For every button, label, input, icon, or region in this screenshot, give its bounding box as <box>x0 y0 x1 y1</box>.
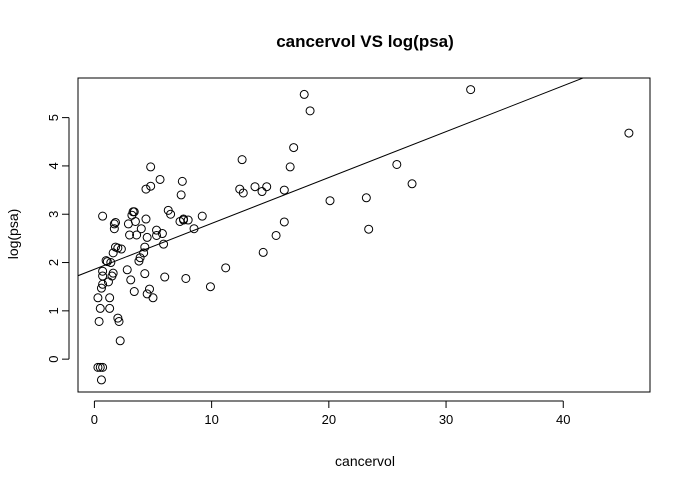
regression-line <box>78 78 585 277</box>
data-point <box>96 375 106 385</box>
data-point <box>305 106 315 116</box>
data-point <box>109 219 119 229</box>
data-point <box>279 185 289 195</box>
data-point <box>271 230 281 240</box>
data-point <box>98 362 108 372</box>
y-tick-label: 2 <box>46 259 61 266</box>
x-tick-label: 40 <box>556 412 570 427</box>
data-point <box>166 209 176 219</box>
data-point <box>257 187 267 197</box>
data-point <box>262 182 272 192</box>
data-point <box>221 263 231 273</box>
data-point <box>116 244 126 254</box>
data-point <box>108 268 118 278</box>
data-point <box>98 266 108 276</box>
data-point <box>102 257 112 267</box>
x-tick-label: 30 <box>439 412 453 427</box>
data-point <box>101 256 111 266</box>
data-point <box>93 362 103 372</box>
data-point <box>139 248 149 258</box>
y-tick-label: 5 <box>46 114 61 121</box>
data-point <box>181 273 191 283</box>
data-point <box>237 155 247 165</box>
data-point <box>205 282 215 292</box>
data-point <box>176 190 186 200</box>
data-point <box>407 179 417 189</box>
data-point <box>141 184 151 194</box>
data-point <box>111 217 121 227</box>
data-point <box>98 211 108 221</box>
data-point <box>140 242 150 252</box>
data-point <box>115 336 125 346</box>
data-point <box>113 243 123 253</box>
data-point <box>94 316 104 326</box>
data-point <box>136 224 146 234</box>
data-point <box>159 239 169 249</box>
data-point <box>160 272 170 282</box>
x-tick-label: 0 <box>91 412 98 427</box>
y-axis-label: log(psa) <box>5 209 21 260</box>
data-point <box>466 85 476 95</box>
data-point <box>299 89 309 99</box>
data-point <box>95 362 105 372</box>
data-point <box>624 128 634 138</box>
data-point <box>142 232 152 242</box>
data-point <box>145 284 154 294</box>
data-point <box>129 207 139 217</box>
data-point <box>108 248 118 258</box>
y-tick-label: 1 <box>46 307 61 314</box>
data-point <box>238 188 248 198</box>
data-point <box>197 211 207 221</box>
data-point <box>125 230 135 240</box>
data-point <box>325 196 335 206</box>
data-point <box>98 271 108 281</box>
data-point <box>361 193 371 203</box>
x-tick-label: 20 <box>322 412 336 427</box>
data-point <box>178 215 188 225</box>
data-point <box>250 182 260 192</box>
data-point <box>122 265 132 275</box>
data-point <box>364 224 374 234</box>
data-point <box>142 289 152 299</box>
data-point <box>285 162 295 172</box>
data-point <box>96 283 106 293</box>
data-point <box>93 293 103 303</box>
plot-marks: 0 10 20 30 40 0 1 2 3 4 5 <box>46 78 634 427</box>
data-point <box>105 293 115 303</box>
data-point <box>155 174 165 184</box>
data-point <box>141 214 151 224</box>
data-point <box>183 215 193 225</box>
data-point <box>279 217 289 227</box>
data-point <box>392 159 402 169</box>
data-point <box>130 216 140 226</box>
data-point <box>189 224 199 234</box>
data-point <box>132 230 142 240</box>
y-tick-label: 4 <box>46 162 61 169</box>
data-point <box>289 143 299 153</box>
data-point <box>114 316 124 326</box>
data-point <box>152 225 162 235</box>
data-point <box>106 258 116 268</box>
data-point <box>152 230 162 240</box>
data-point <box>177 176 187 186</box>
data-point <box>126 275 136 285</box>
chart-title: cancervol VS log(psa) <box>276 32 454 51</box>
data-point <box>258 247 268 257</box>
data-point <box>157 229 167 239</box>
data-point <box>105 303 115 313</box>
data-point <box>95 303 105 313</box>
data-point <box>148 293 158 303</box>
y-tick-label: 3 <box>46 211 61 218</box>
x-axis-label: cancervol <box>335 453 395 469</box>
data-point <box>140 269 150 279</box>
x-tick-label: 10 <box>204 412 218 427</box>
y-tick-label: 0 <box>46 356 61 363</box>
data-point <box>129 287 139 297</box>
data-point <box>109 224 119 234</box>
plot-frame <box>77 77 651 393</box>
data-point <box>146 181 156 191</box>
data-point <box>146 162 156 172</box>
